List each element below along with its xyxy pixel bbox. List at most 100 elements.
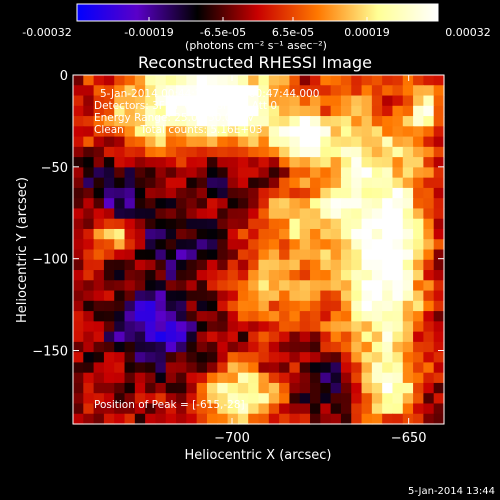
heatmap-cell xyxy=(217,331,229,343)
heatmap-cell xyxy=(423,167,435,179)
heatmap-cell xyxy=(73,259,84,271)
heatmap-cell xyxy=(351,352,363,364)
heatmap-cell xyxy=(124,198,136,210)
heatmap-cell xyxy=(206,270,218,281)
heatmap-cell xyxy=(351,372,363,384)
heatmap-cell xyxy=(114,85,126,97)
heatmap-cell xyxy=(392,341,404,353)
heatmap-cell xyxy=(227,300,239,312)
heatmap-cell xyxy=(83,372,95,384)
heatmap-cell xyxy=(124,239,136,251)
heatmap-cell xyxy=(330,167,342,179)
heatmap-cell xyxy=(340,311,352,322)
heatmap-cell xyxy=(186,146,198,158)
heatmap-cell xyxy=(279,105,291,117)
heatmap-cell xyxy=(83,352,95,364)
heatmap-cell xyxy=(371,321,383,333)
heatmap-cell xyxy=(320,341,332,353)
heatmap-cell xyxy=(382,146,394,158)
heatmap-cell xyxy=(423,75,435,86)
heatmap-cell xyxy=(196,136,208,148)
heatmap-cell xyxy=(289,239,301,251)
heatmap-cell xyxy=(206,311,218,322)
heatmap-cell xyxy=(237,352,249,364)
heatmap-cell xyxy=(423,280,435,292)
heatmap-cell xyxy=(155,300,167,312)
heatmap-cell xyxy=(93,352,105,364)
heatmap-cell xyxy=(258,126,270,138)
heatmap-cell xyxy=(289,249,301,261)
heatmap-cell xyxy=(330,300,342,312)
heatmap-cell xyxy=(351,75,363,86)
heatmap-cell xyxy=(227,116,239,127)
heatmap-cell xyxy=(248,167,260,179)
heatmap-cell xyxy=(279,198,291,210)
heatmap-cell xyxy=(423,352,435,364)
heatmap-cell xyxy=(289,321,301,333)
heatmap-cell xyxy=(124,136,136,148)
heatmap-cell xyxy=(299,116,311,127)
heatmap-cell xyxy=(258,352,270,364)
heatmap-cell xyxy=(114,321,126,333)
heatmap-cell xyxy=(258,116,270,127)
heatmap-cell xyxy=(392,300,404,312)
heatmap-cell xyxy=(165,85,177,97)
heatmap-cell xyxy=(361,403,373,415)
heatmap-cell xyxy=(299,208,311,220)
heatmap-cell xyxy=(114,352,126,364)
heatmap-cell xyxy=(83,126,95,138)
heatmap-cell xyxy=(248,290,260,302)
heatmap-cell xyxy=(83,136,95,148)
heatmap-cell xyxy=(258,259,270,271)
heatmap-cell xyxy=(289,403,301,415)
heatmap-cell xyxy=(279,85,291,97)
heatmap-cell xyxy=(433,85,445,97)
heatmap-cell xyxy=(114,136,126,148)
heatmap-cell xyxy=(279,116,291,127)
heatmap-cell xyxy=(176,270,187,281)
heatmap-cell xyxy=(361,321,373,333)
heatmap-cell xyxy=(73,413,84,425)
heatmap-cell xyxy=(83,157,95,168)
heatmap-cell xyxy=(186,228,198,240)
heatmap-cell xyxy=(103,157,115,168)
heatmap-cell xyxy=(340,239,352,251)
heatmap-cell xyxy=(289,300,301,312)
heatmap-cell xyxy=(299,126,311,138)
heatmap-cell xyxy=(206,75,218,86)
heatmap-cell xyxy=(217,146,229,158)
heatmap-cell xyxy=(176,146,187,158)
heatmap-cell xyxy=(392,259,404,271)
heatmap-cell xyxy=(258,146,270,158)
heatmap-cell xyxy=(206,85,218,97)
heatmap-cell xyxy=(186,208,198,220)
heatmap-cell xyxy=(433,311,445,322)
heatmap-cell xyxy=(382,157,394,168)
heatmap-cell xyxy=(433,116,445,127)
heatmap-cell xyxy=(93,136,105,148)
heatmap-cell xyxy=(268,208,280,220)
heatmap-cell xyxy=(320,239,332,251)
y-tick-label: −50 xyxy=(41,161,68,176)
heatmap-cell xyxy=(155,116,167,127)
heatmap-cell xyxy=(248,331,260,343)
heatmap-cell xyxy=(165,187,177,199)
heatmap-cell xyxy=(93,105,105,117)
heatmap-cell xyxy=(320,331,332,343)
heatmap-cell xyxy=(165,167,177,179)
heatmap-cell xyxy=(258,270,270,281)
heatmap-cell xyxy=(299,75,311,86)
heatmap-cell xyxy=(371,218,383,230)
heatmap-cell xyxy=(217,85,229,97)
heatmap-cell xyxy=(145,198,157,210)
heatmap-cell xyxy=(206,331,218,343)
heatmap-cell xyxy=(134,157,146,168)
heatmap-cell xyxy=(402,136,414,148)
heatmap-cell xyxy=(413,290,424,302)
heatmap-cell xyxy=(433,208,445,220)
heatmap-cell xyxy=(103,331,115,343)
heatmap-cell xyxy=(382,341,394,353)
heatmap-cell xyxy=(423,228,435,240)
heatmap-cell xyxy=(433,239,445,251)
heatmap-cell xyxy=(103,259,115,271)
